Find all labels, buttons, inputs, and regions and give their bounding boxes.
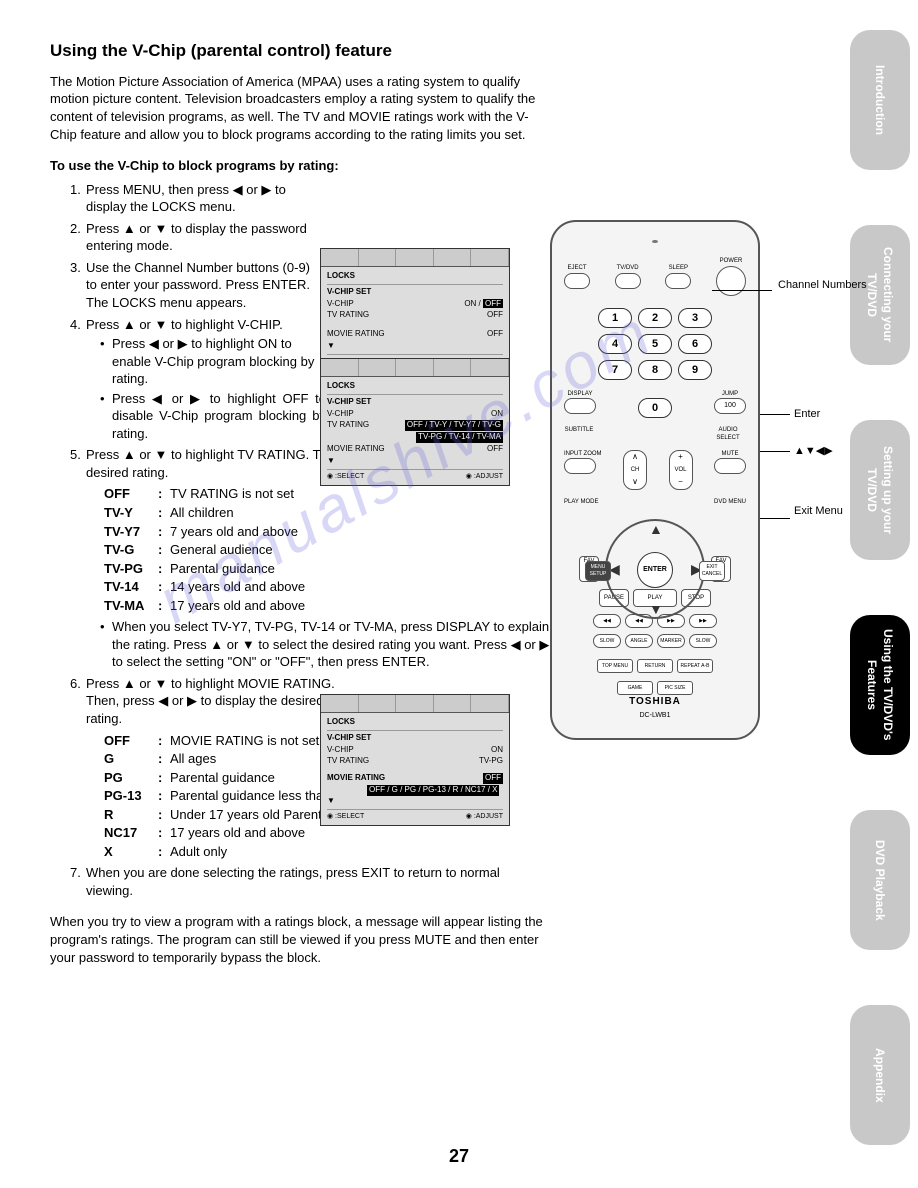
jump-button: 100 [714, 398, 746, 414]
display-button [564, 398, 596, 414]
slow2-button: SLOW [689, 634, 717, 648]
callout-exit: Exit Menu [794, 504, 843, 519]
tv-rating-row: TV-G:General audience [86, 541, 550, 559]
num-6: 6 [678, 334, 712, 354]
step-1: Press MENU, then press ◀ or ▶ to display… [70, 181, 320, 216]
osd-locks-2: LOCKS V-CHIP SET V-CHIPON TV RATINGOFF /… [320, 358, 510, 486]
tab-using-features: Using the TV/DVD's Features [850, 615, 910, 755]
num-5: 5 [638, 334, 672, 354]
tv-rating-row: TV-Y:All children [86, 504, 550, 522]
footer-note: When you try to view a program with a ra… [50, 913, 550, 966]
tv-rating-row: TV-MA:17 years old and above [86, 597, 550, 615]
eject-button [564, 273, 590, 289]
ch-rocker: ∧CH∨ [623, 450, 647, 490]
step-7: When you are done selecting the ratings,… [70, 864, 550, 899]
tab-introduction: Introduction [850, 30, 910, 170]
step-4a: Press ◀ or ▶ to highlight ON to enable V… [100, 335, 326, 388]
num-9: 9 [678, 360, 712, 380]
sleep-button [665, 273, 691, 289]
intro-text: The Motion Picture Association of Americ… [50, 73, 550, 143]
tv-rating-row: OFF:TV RATING is not set [86, 485, 550, 503]
tv-rating-row: TV-PG:Parental guidance [86, 560, 550, 578]
number-pad: 1 2 3 4 5 6 7 8 9 [598, 308, 712, 380]
page-title: Using the V-Chip (parental control) feat… [50, 40, 550, 63]
enter-button: ENTER [637, 552, 673, 588]
callout-channel: Channel Numbers [778, 278, 867, 293]
exit-button: EXIT CANCEL [699, 561, 725, 581]
input-button [564, 458, 596, 474]
tab-dvd-playback: DVD Playback [850, 810, 910, 950]
tab-connecting: Connecting your TV/DVD [850, 225, 910, 365]
remote-control: EJECT TV/DVD SLEEP POWER 1 2 3 4 5 6 7 8… [550, 220, 760, 740]
power-button [716, 266, 746, 296]
picsize-button: PIC SIZE [657, 681, 693, 695]
skip-fwd: ▶▶ [689, 614, 717, 628]
mute-button [714, 458, 746, 474]
callout-arrows: ▲▼◀▶ [794, 444, 833, 459]
topmenu-button: TOP MENU [597, 659, 633, 673]
num-0: 0 [638, 398, 672, 418]
tv-rating-row: TV-14:14 years old and above [86, 578, 550, 596]
step-4b: Press ◀ or ▶ to highlight OFF to disable… [100, 390, 326, 443]
movie-rating-row: NC17:17 years old and above [86, 824, 550, 842]
page-number: 27 [0, 1144, 918, 1168]
skip-back: ◀◀ [593, 614, 621, 628]
num-2: 2 [638, 308, 672, 328]
num-8: 8 [638, 360, 672, 380]
num-7: 7 [598, 360, 632, 380]
tab-appendix: Appendix [850, 1005, 910, 1145]
tv-rating-row: TV-Y7:7 years old and above [86, 523, 550, 541]
subheading: To use the V-Chip to block programs by r… [50, 157, 550, 175]
marker-button: MARKER [657, 634, 685, 648]
slow-button: SLOW [593, 634, 621, 648]
dpad: ENTER ▲▼ ◀▶ FAV FAV MENU SETUP EXIT CANC… [585, 514, 725, 577]
step-3: Use the Channel Number buttons (0-9) to … [70, 259, 320, 312]
repeat-button: REPEAT A-B [677, 659, 713, 673]
osd-locks-1: LOCKS V-CHIP SET V-CHIPON / OFF TV RATIN… [320, 248, 510, 371]
model-label: DC-LWB1 [640, 711, 671, 720]
num-4: 4 [598, 334, 632, 354]
menu-button: MENU SETUP [585, 561, 611, 581]
tvdvd-button [615, 273, 641, 289]
vol-rocker: +VOL− [669, 450, 693, 490]
num-3: 3 [678, 308, 712, 328]
return-button: RETURN [637, 659, 673, 673]
step-5-note: When you select TV-Y7, TV-PG, TV-14 or T… [100, 618, 550, 671]
num-1: 1 [598, 308, 632, 328]
osd-locks-3: LOCKS V-CHIP SET V-CHIPON TV RATINGTV-PG… [320, 694, 510, 826]
step-2: Press ▲ or ▼ to display the password ent… [70, 220, 320, 255]
tab-setting-up: Setting up your TV/DVD [850, 420, 910, 560]
game-button: GAME [617, 681, 653, 695]
step-6-text: Press ▲ or ▼ to highlight MOVIE RATING. … [86, 675, 336, 728]
brand-label: TOSHIBA [629, 695, 681, 709]
angle-button: ANGLE [625, 634, 653, 648]
callout-enter: Enter [794, 407, 820, 422]
movie-rating-row: X:Adult only [86, 843, 550, 861]
step-4-text: Press ▲ or ▼ to highlight V-CHIP. [86, 317, 283, 332]
